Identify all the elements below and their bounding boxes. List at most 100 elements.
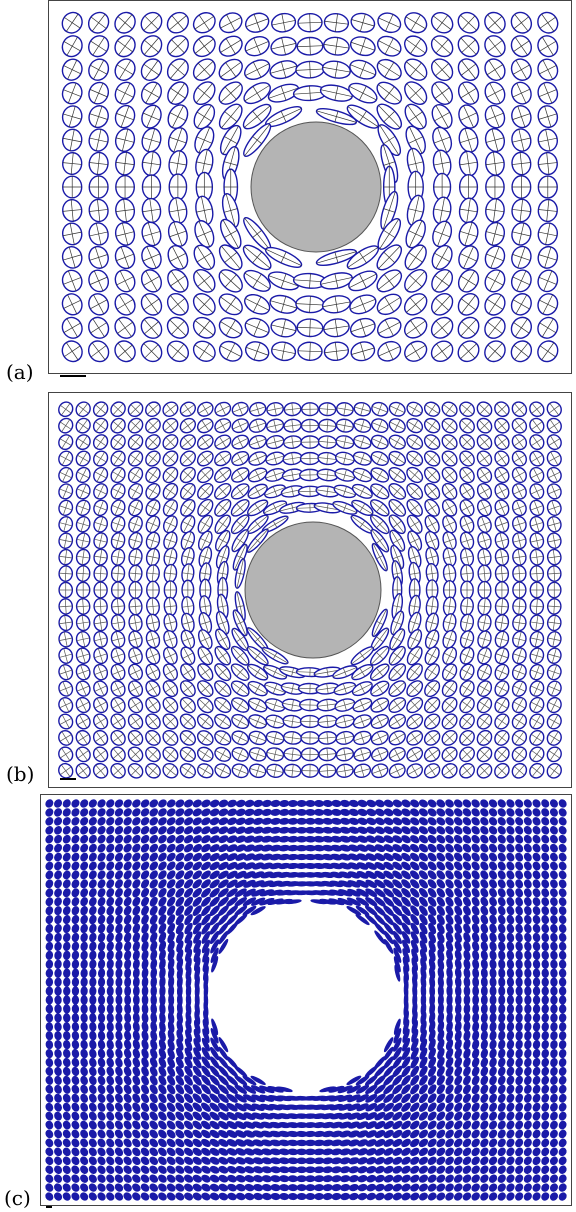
tensor-ellipse	[532, 861, 541, 871]
tensor-ellipse	[346, 245, 379, 270]
tensor-ellipse	[459, 434, 475, 451]
tensor-ellipse	[192, 1065, 202, 1078]
tensor-ellipse	[315, 248, 358, 266]
tensor-ellipse	[192, 922, 202, 935]
tensor-ellipse	[371, 746, 389, 762]
tensor-ellipse	[471, 861, 480, 871]
tensor-ellipse	[93, 597, 108, 616]
tensor-ellipse	[110, 581, 126, 599]
tensor-ellipse	[175, 843, 185, 853]
tensor-ellipse	[54, 1102, 62, 1112]
tensor-ellipse	[353, 747, 372, 762]
tensor-ellipse	[454, 1093, 463, 1104]
tensor-ellipse	[97, 1066, 106, 1077]
tensor-ellipse	[166, 852, 176, 862]
tensor-ellipse	[515, 1102, 524, 1112]
tensor-ellipse	[123, 1066, 132, 1077]
tensor-ellipse	[183, 1156, 194, 1165]
tensor-ellipse	[441, 482, 458, 500]
tensor-ellipse	[80, 1093, 89, 1103]
tensor-ellipse	[263, 664, 288, 680]
tensor-ellipse	[175, 1138, 185, 1148]
tensor-ellipse	[140, 1147, 150, 1157]
tensor-ellipse	[323, 36, 350, 56]
tensor-ellipse	[141, 221, 162, 247]
tensor-ellipse	[179, 730, 197, 746]
tensor-ellipse	[462, 1174, 472, 1183]
tensor-ellipse	[401, 844, 411, 853]
tensor-ellipse	[541, 1093, 550, 1103]
tensor-ellipse	[180, 498, 196, 517]
tensor-ellipse	[418, 1111, 429, 1121]
tensor-ellipse	[54, 1066, 62, 1077]
tensor-ellipse	[529, 401, 545, 418]
tensor-ellipse	[283, 747, 302, 762]
tensor-ellipse	[110, 564, 126, 583]
tensor-ellipse	[80, 1174, 89, 1183]
tensor-ellipse	[158, 870, 167, 880]
tensor-ellipse	[537, 269, 559, 293]
tensor-ellipse	[489, 1057, 497, 1068]
tensor-ellipse	[123, 834, 132, 844]
tensor-ellipse	[149, 1138, 159, 1148]
tensor-ellipse	[132, 1183, 141, 1192]
tensor-ellipse	[123, 861, 132, 871]
tensor-ellipse	[251, 897, 266, 906]
tensor-ellipse	[63, 932, 71, 943]
tensor-ellipse	[463, 914, 471, 925]
tensor-ellipse	[431, 81, 454, 105]
tensor-ellipse	[383, 1084, 395, 1095]
tensor-ellipse	[140, 861, 150, 871]
tensor-ellipse	[214, 663, 232, 682]
tensor-ellipse	[226, 1139, 238, 1147]
tensor-ellipse	[390, 544, 405, 570]
tensor-ellipse	[436, 879, 446, 889]
tensor-ellipse	[355, 1075, 370, 1086]
tensor-ellipse	[332, 665, 358, 680]
tensor-ellipse	[158, 905, 167, 916]
tensor-ellipse	[437, 1047, 445, 1060]
tensor-ellipse	[347, 880, 361, 888]
tensor-ellipse	[184, 1174, 194, 1183]
tensor-ellipse	[515, 834, 524, 844]
tensor-ellipse	[357, 817, 368, 825]
tensor-ellipse	[265, 714, 285, 729]
tensor-ellipse	[218, 1120, 229, 1130]
tensor-ellipse	[244, 317, 270, 338]
tensor-ellipse	[506, 808, 515, 817]
tensor-ellipse	[97, 808, 106, 817]
tensor-ellipse	[231, 401, 249, 417]
tensor-ellipse	[127, 434, 144, 451]
tensor-ellipse	[511, 663, 527, 681]
tensor-ellipse	[54, 915, 62, 925]
tensor-ellipse	[192, 1102, 202, 1112]
tensor-ellipse	[106, 1165, 115, 1174]
tensor-ellipse	[462, 1120, 472, 1130]
tensor-ellipse	[88, 35, 110, 58]
tensor-ellipse	[383, 1129, 394, 1139]
tensor-ellipse	[484, 104, 506, 129]
tensor-ellipse	[489, 870, 498, 880]
tensor-ellipse	[243, 879, 256, 888]
tensor-ellipse	[166, 843, 176, 853]
tensor-ellipse	[550, 879, 558, 889]
tensor-ellipse	[374, 1084, 386, 1095]
tensor-ellipse	[319, 84, 353, 102]
tensor-ellipse	[401, 1156, 411, 1165]
tensor-ellipse	[183, 879, 194, 889]
tensor-ellipse	[149, 879, 158, 889]
tensor-ellipse	[211, 1018, 219, 1036]
tensor-ellipse	[374, 853, 386, 862]
tensor-ellipse	[62, 1138, 71, 1148]
tensor-ellipse	[457, 11, 480, 34]
tensor-ellipse	[445, 1174, 454, 1183]
tensor-ellipse	[428, 914, 437, 925]
tensor-ellipse	[423, 763, 441, 779]
tensor-ellipse	[401, 852, 411, 862]
tensor-ellipse	[410, 1038, 419, 1052]
tensor-ellipse	[61, 11, 83, 34]
tensor-ellipse	[45, 995, 54, 1005]
tensor-ellipse	[445, 1111, 454, 1121]
tensor-ellipse	[167, 1066, 176, 1077]
tensor-ellipse	[123, 1165, 132, 1174]
